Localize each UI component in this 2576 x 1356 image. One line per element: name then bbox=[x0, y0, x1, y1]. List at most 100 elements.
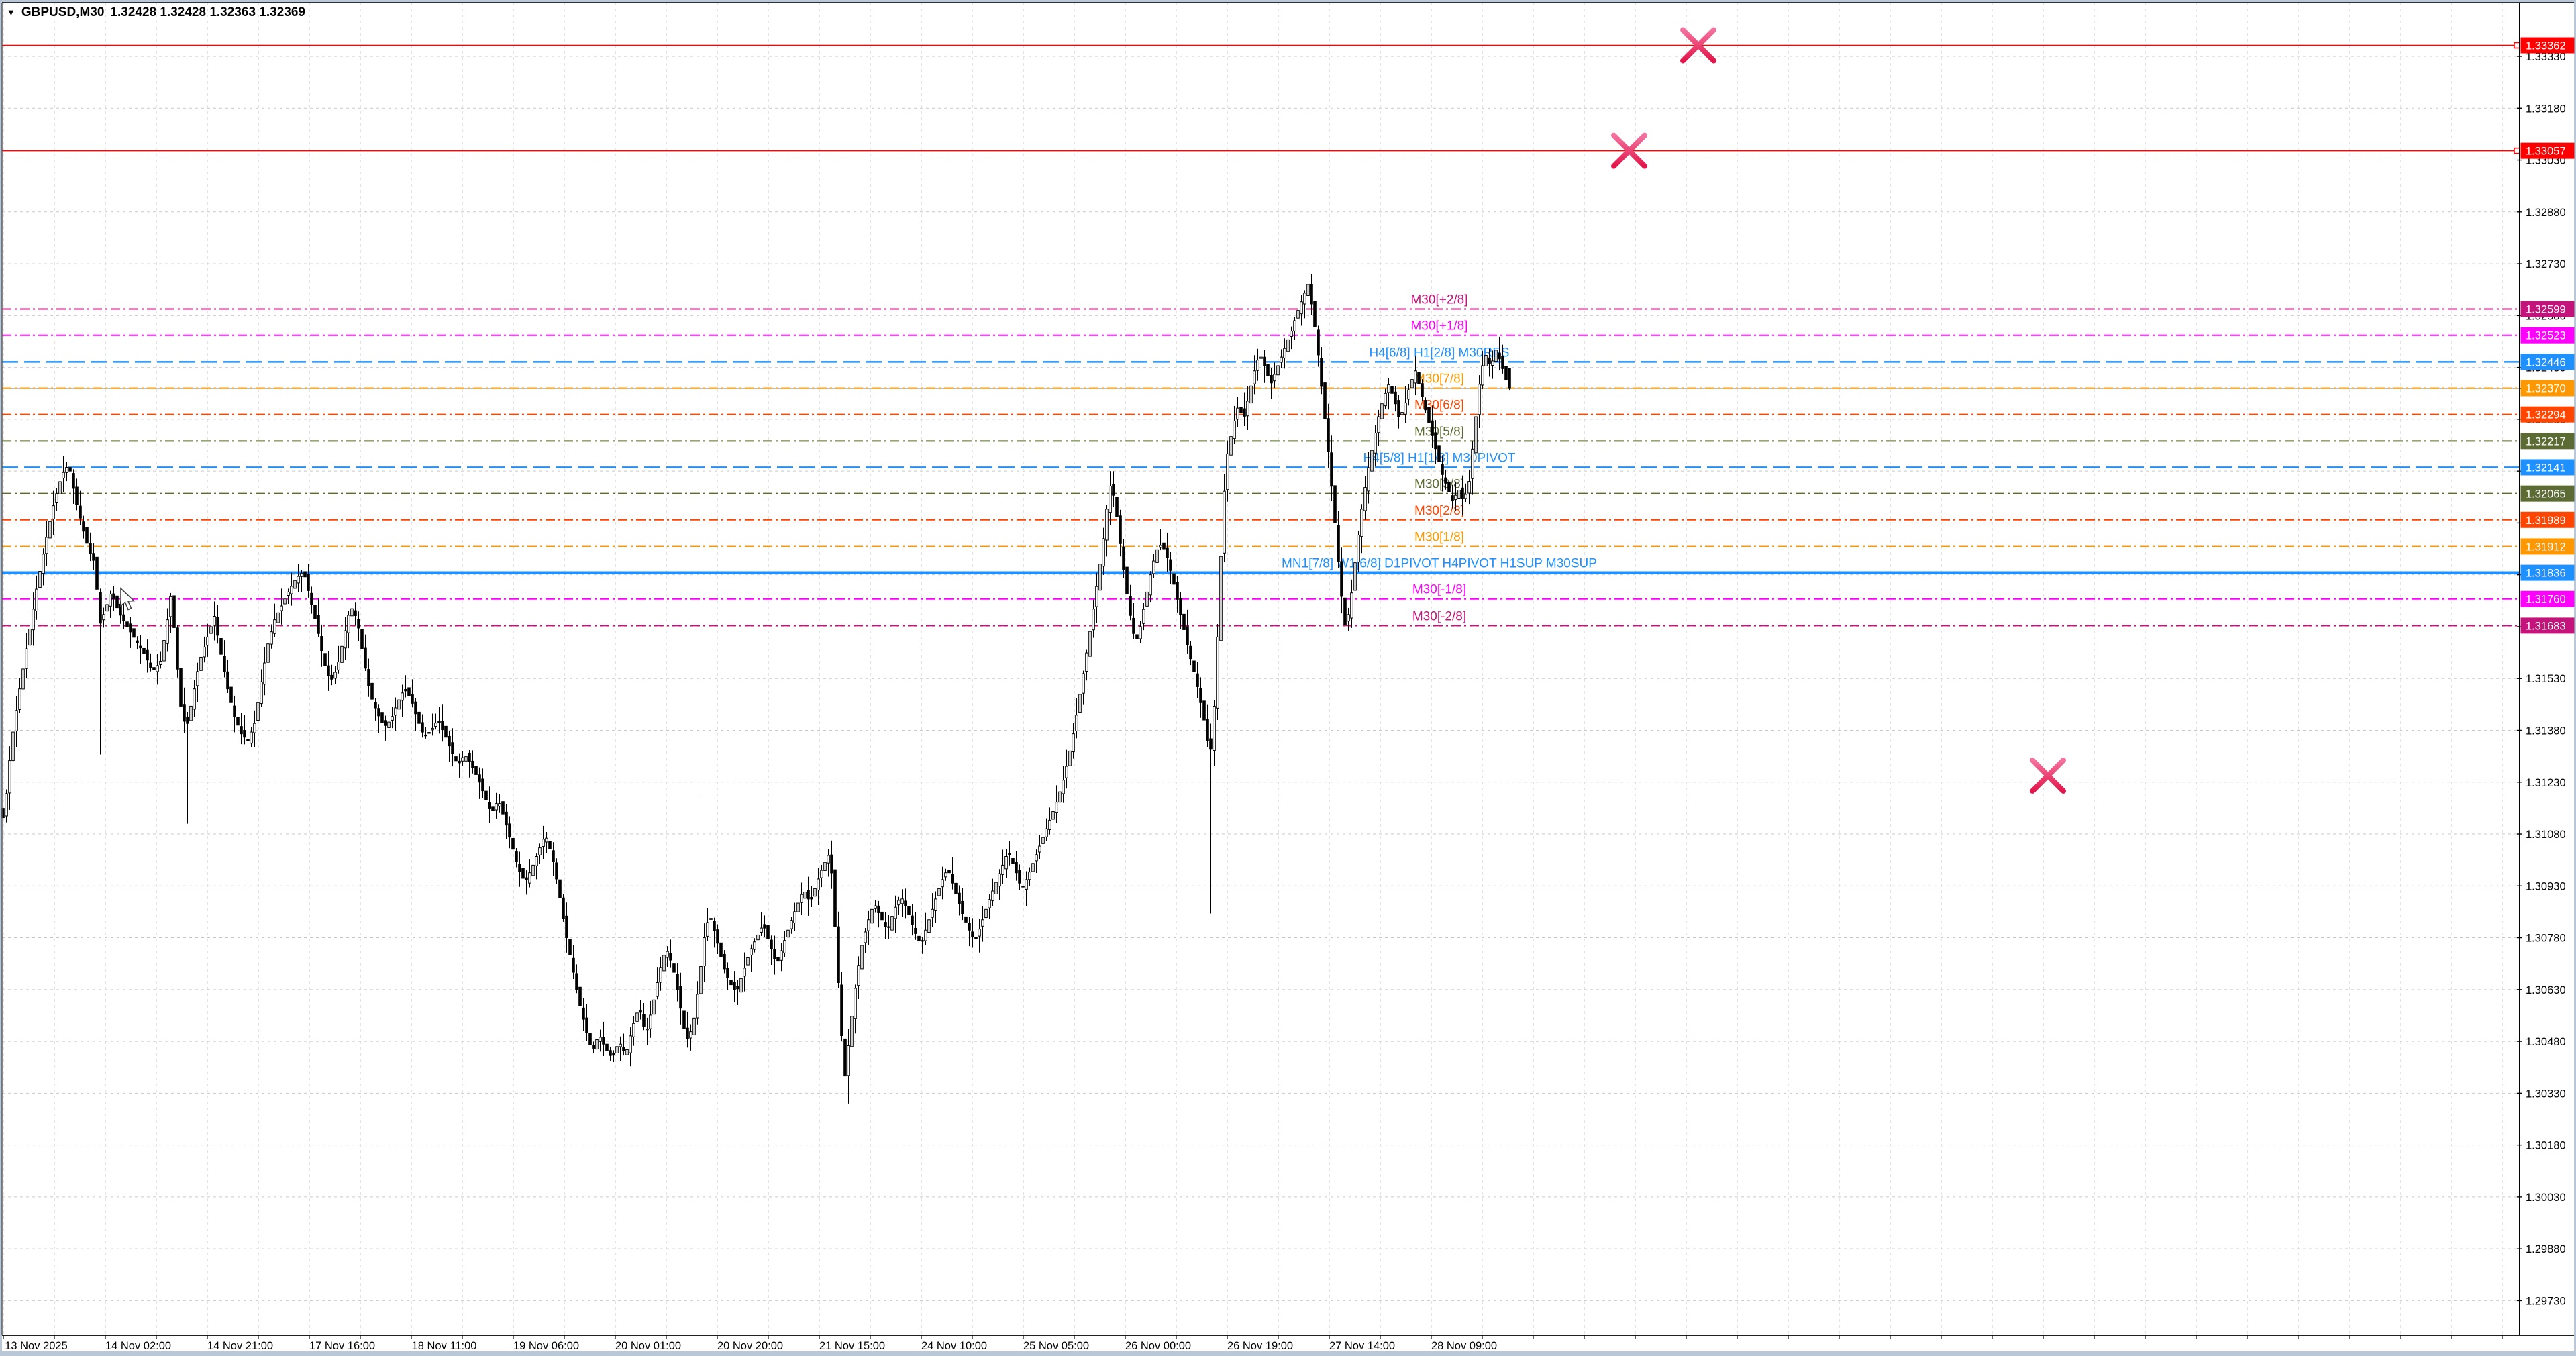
candle-body bbox=[364, 647, 367, 669]
candle-body bbox=[498, 803, 501, 807]
candle-body bbox=[615, 1046, 619, 1054]
candle-body bbox=[414, 701, 417, 715]
candle-body bbox=[1246, 401, 1249, 417]
candle-body bbox=[451, 742, 454, 755]
candle-body bbox=[1467, 481, 1471, 494]
red-hline-handle[interactable] bbox=[2514, 42, 2520, 49]
candle-body bbox=[169, 596, 172, 617]
candle-body bbox=[491, 806, 495, 811]
candle-body bbox=[1367, 467, 1370, 492]
candle-body bbox=[907, 906, 911, 915]
candle-body bbox=[1008, 853, 1011, 855]
candle-body bbox=[1421, 383, 1424, 397]
candle-body bbox=[280, 605, 283, 611]
price-tick-label: 1.31530 bbox=[2526, 673, 2566, 685]
candle-body bbox=[1115, 497, 1119, 517]
murrey-level-badge-text: 1.32217 bbox=[2526, 435, 2566, 448]
candle-body bbox=[417, 711, 421, 724]
candle-body bbox=[552, 850, 555, 862]
candle-body bbox=[958, 892, 961, 904]
candle-body bbox=[1092, 609, 1095, 631]
time-tick-label: 17 Nov 16:00 bbox=[309, 1340, 375, 1352]
candle-body bbox=[1233, 420, 1236, 439]
candle-body bbox=[1363, 487, 1367, 511]
candle-body bbox=[501, 801, 505, 815]
candle-body bbox=[340, 645, 344, 663]
candle-body bbox=[1253, 370, 1256, 384]
candle-body bbox=[1189, 645, 1192, 660]
candle-body bbox=[1105, 509, 1109, 541]
x-mark-stroke[interactable] bbox=[1680, 27, 1716, 64]
candle-body bbox=[448, 735, 451, 747]
candle-body bbox=[481, 778, 484, 792]
candle-body bbox=[8, 760, 11, 794]
candle-body bbox=[937, 888, 941, 896]
candle-body bbox=[391, 716, 394, 721]
candle-body bbox=[223, 656, 226, 672]
candle-body bbox=[857, 965, 860, 986]
price-tick-label: 1.32880 bbox=[2526, 207, 2566, 219]
candle-body bbox=[307, 574, 310, 591]
candle-body bbox=[253, 723, 256, 733]
candle-body bbox=[273, 619, 276, 634]
candle-body bbox=[756, 934, 760, 941]
candle-body bbox=[28, 629, 32, 646]
candle-body bbox=[1410, 379, 1414, 388]
candle-body bbox=[421, 722, 424, 733]
time-tick-label: 20 Nov 20:00 bbox=[717, 1340, 783, 1352]
candle-body bbox=[1333, 485, 1337, 523]
red-hline-handle[interactable] bbox=[2514, 147, 2520, 154]
candle-body bbox=[696, 994, 699, 1019]
candle-body bbox=[1293, 320, 1296, 331]
candle-body bbox=[1397, 400, 1400, 417]
candle-body bbox=[1179, 598, 1182, 615]
candle-body bbox=[474, 766, 478, 775]
candle-body bbox=[1273, 374, 1276, 382]
x-mark-stroke[interactable] bbox=[1611, 132, 1647, 169]
candle-body bbox=[860, 945, 864, 970]
candle-body bbox=[454, 756, 458, 762]
candle-body bbox=[266, 643, 270, 663]
candle-body bbox=[833, 869, 837, 927]
candle-body bbox=[1196, 673, 1199, 687]
candle-body bbox=[1098, 564, 1102, 591]
candle-body bbox=[585, 1017, 588, 1033]
symbol-dropdown-arrow-icon[interactable]: ▼ bbox=[7, 7, 15, 17]
murrey-level-label: M30[+1/8] bbox=[1410, 319, 1467, 333]
candle-body bbox=[1374, 432, 1377, 454]
candle-body bbox=[1199, 687, 1202, 703]
candle-body bbox=[297, 576, 300, 584]
candle-body bbox=[55, 493, 58, 503]
candle-body bbox=[1390, 386, 1394, 394]
candle-body bbox=[337, 661, 340, 670]
murrey-level-badge bbox=[2520, 538, 2575, 555]
candle-body bbox=[622, 1047, 625, 1052]
candle-body bbox=[1031, 863, 1035, 872]
candle-body bbox=[1380, 403, 1384, 419]
candle-body bbox=[15, 710, 18, 731]
murrey-level-label: M30[-2/8] bbox=[1412, 609, 1466, 623]
candle-body bbox=[250, 731, 253, 744]
candle-body bbox=[1149, 574, 1152, 596]
candle-body bbox=[1015, 862, 1018, 874]
candle-body bbox=[736, 986, 739, 990]
murrey-level-badge bbox=[2520, 380, 2575, 397]
price-tick-label: 1.30630 bbox=[2526, 984, 2566, 996]
candle-body bbox=[1142, 609, 1145, 624]
candle-body bbox=[1484, 355, 1488, 366]
candle-body bbox=[1508, 368, 1511, 389]
candle-body bbox=[941, 879, 944, 888]
candle-body bbox=[679, 986, 682, 1009]
murrey-level-label: M30[2/8] bbox=[1414, 504, 1464, 518]
red-line-badge bbox=[2520, 37, 2575, 54]
x-mark-stroke[interactable] bbox=[2030, 757, 2066, 794]
candle-body bbox=[709, 918, 713, 920]
candle-body bbox=[1169, 559, 1172, 571]
candle-body bbox=[994, 882, 998, 894]
candle-body bbox=[521, 868, 525, 879]
candle-body bbox=[904, 900, 907, 906]
candle-body bbox=[1065, 766, 1068, 778]
murrey-level-badge bbox=[2520, 406, 2575, 423]
